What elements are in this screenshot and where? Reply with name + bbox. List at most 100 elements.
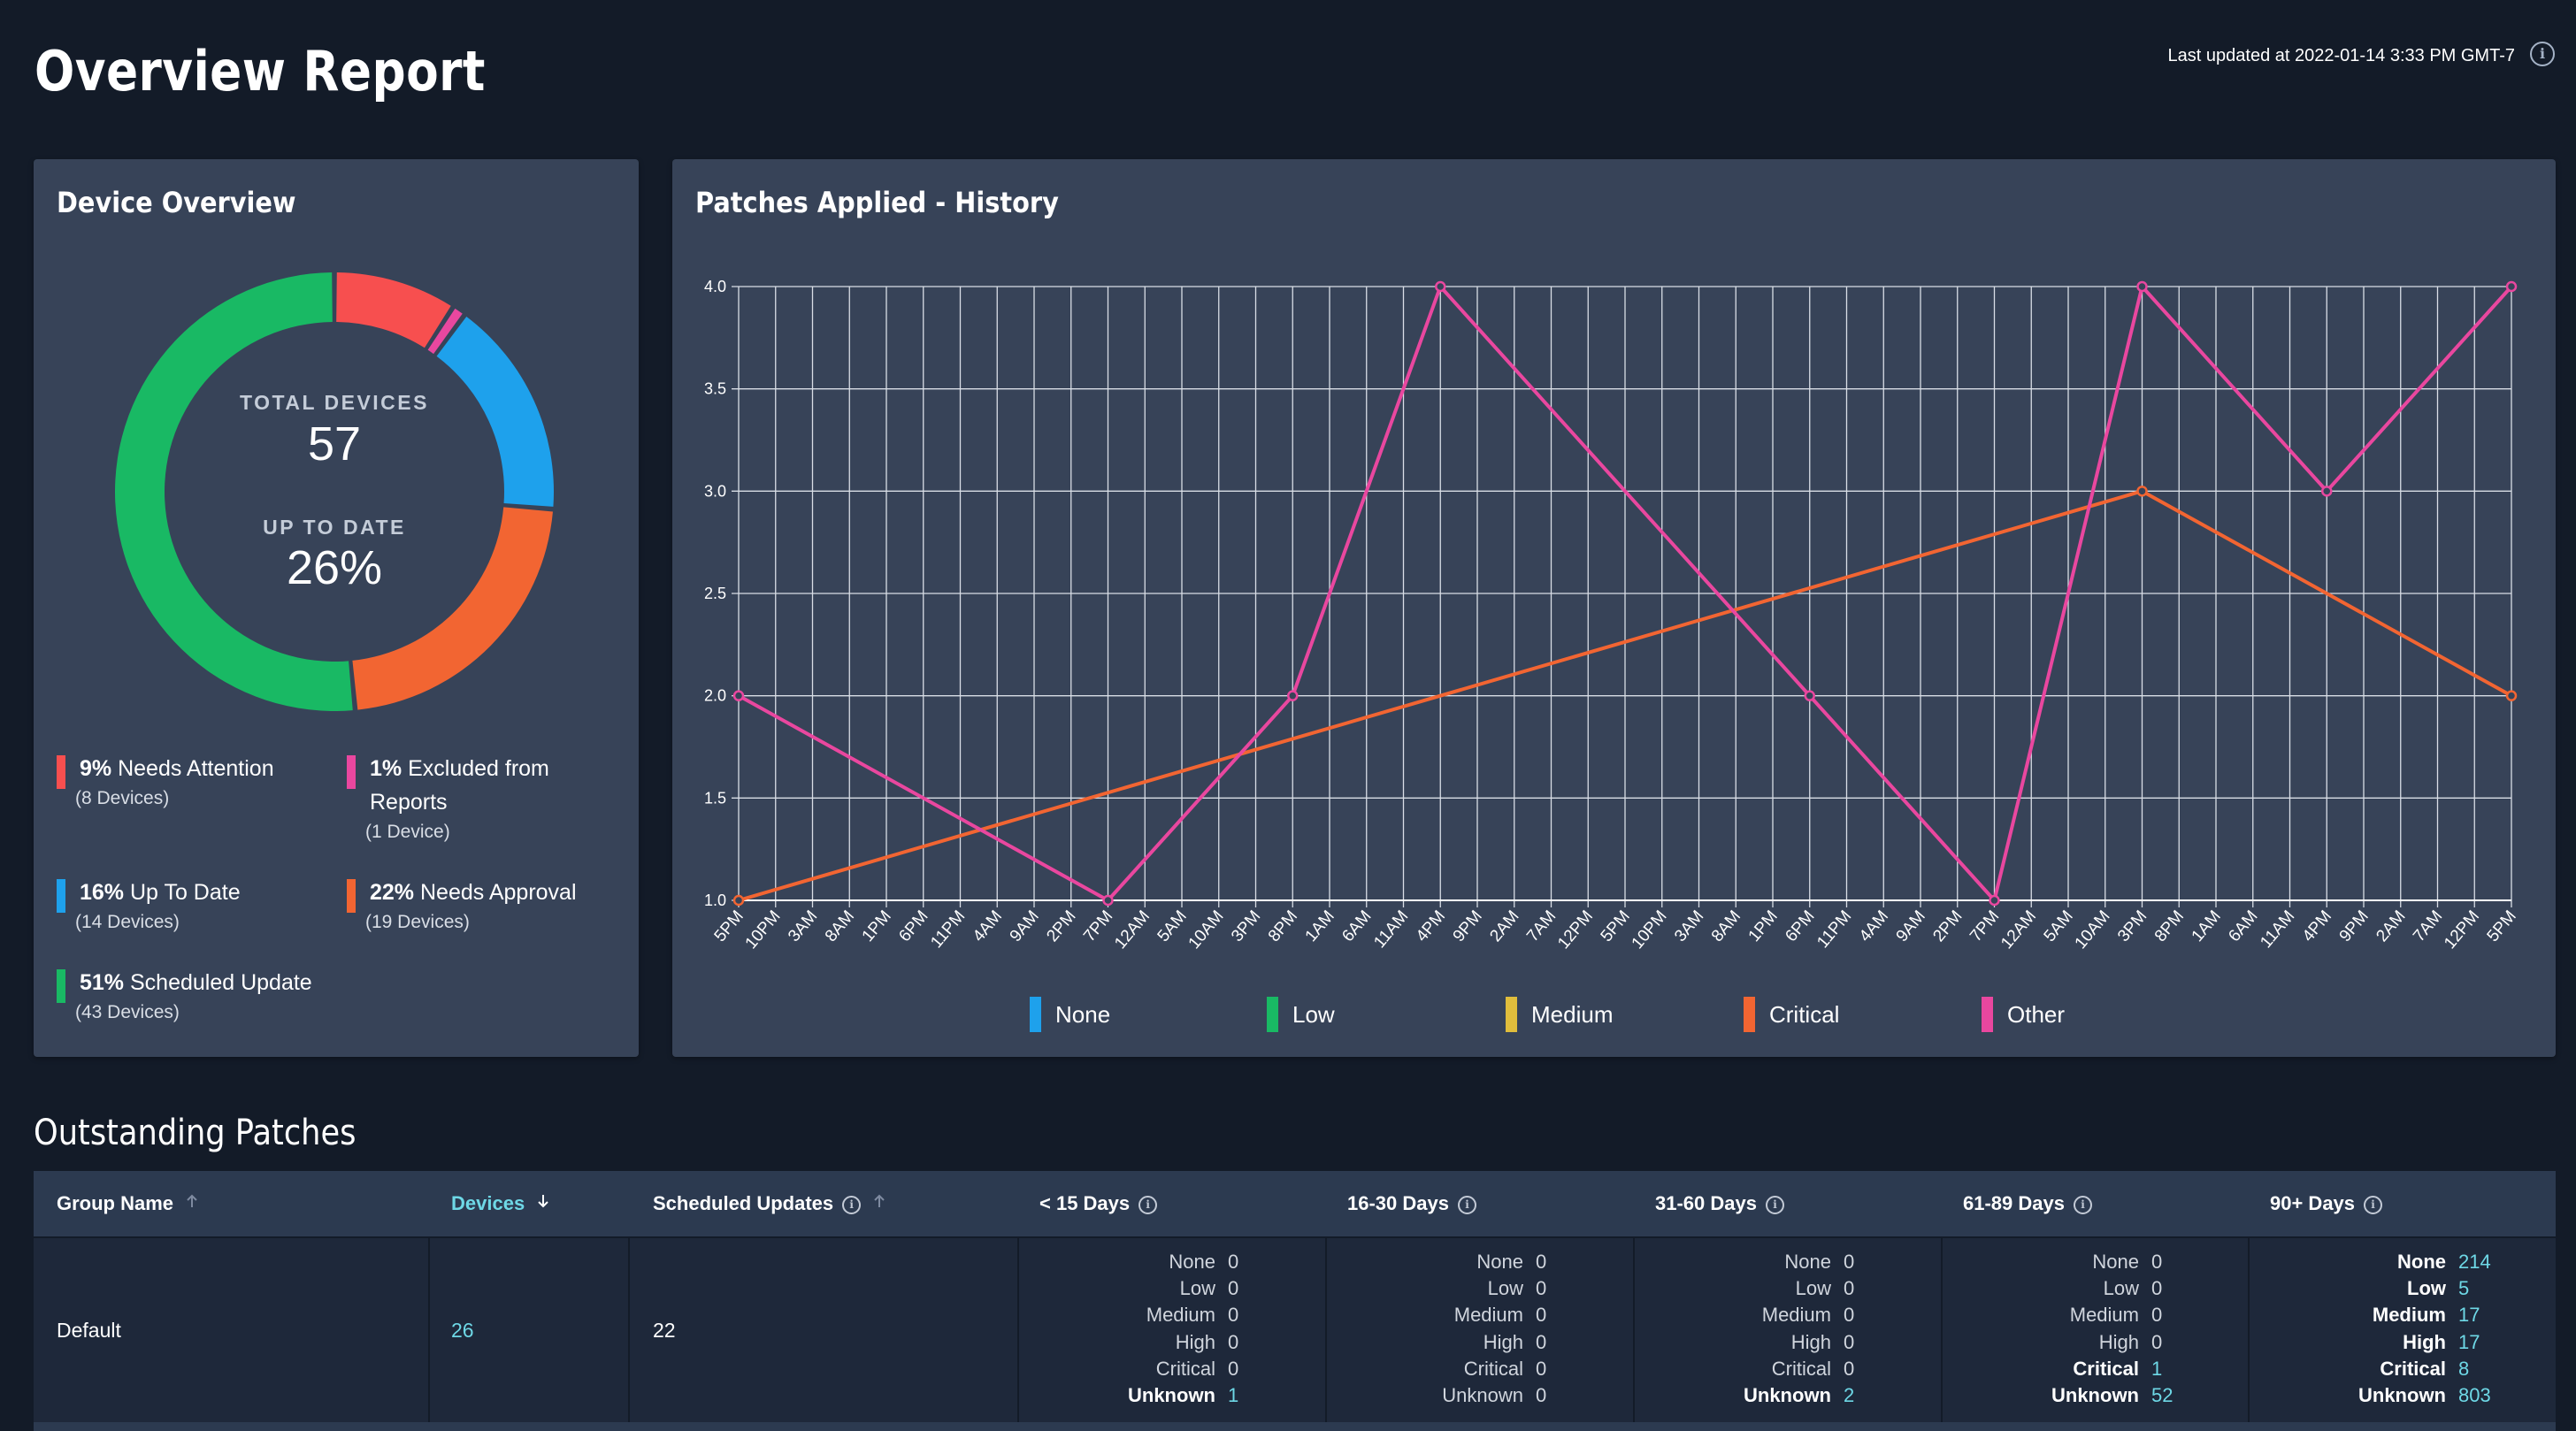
col-16-30-days[interactable]: 16-30 Days i — [1347, 1171, 1476, 1236]
low-legend-label: Low — [1292, 1001, 1335, 1028]
sort-down-icon[interactable] — [533, 1172, 553, 1237]
data-point-other[interactable] — [2136, 280, 2148, 293]
severity-row-high: High 17 — [2269, 1329, 2480, 1356]
severity-row-unknown: Unknown 2 — [1654, 1382, 1854, 1409]
col-group-name[interactable]: Group Name — [57, 1171, 202, 1236]
severity-count[interactable]: 2 — [1844, 1384, 1855, 1406]
y-tick-label: 3.5 — [704, 380, 726, 398]
severity-label: None — [2092, 1251, 2139, 1273]
severity-count: 0 — [1844, 1330, 1855, 1353]
table-header: Group Name Devices Scheduled Updates i < … — [34, 1171, 2556, 1238]
severity-label: Critical — [2073, 1357, 2139, 1380]
donut-slice-up-to-date[interactable] — [436, 316, 554, 507]
info-icon[interactable]: i — [842, 1195, 862, 1214]
info-icon[interactable]: i — [2364, 1195, 2383, 1214]
severity-row-medium: Medium 17 — [2269, 1302, 2480, 1328]
severity-row-low: Low 0 — [1039, 1275, 1239, 1302]
data-point-critical[interactable] — [2136, 486, 2148, 497]
severity-count: 0 — [2151, 1277, 2163, 1300]
severity-count[interactable]: 52 — [2151, 1384, 2174, 1406]
severity-count[interactable]: 803 — [2458, 1384, 2491, 1406]
data-point-other[interactable] — [1287, 690, 1299, 701]
severity-count: 0 — [1536, 1304, 1547, 1327]
sort-up-icon[interactable] — [182, 1172, 202, 1237]
col-61-89-days[interactable]: 61-89 Days i — [1963, 1171, 2092, 1236]
critical-swatch — [1744, 997, 1755, 1032]
x-tick-label: 10PM — [742, 907, 785, 953]
medium-swatch — [1506, 997, 1517, 1032]
info-icon[interactable]: i — [2530, 42, 2555, 66]
severity-count[interactable]: 17 — [2458, 1304, 2480, 1327]
severity-count: 0 — [1228, 1304, 1239, 1327]
none-swatch — [1030, 997, 1041, 1032]
severity-row-high: High 0 — [1962, 1329, 2163, 1356]
severity-count[interactable]: 8 — [2458, 1357, 2470, 1380]
severity-count[interactable]: 1 — [1228, 1384, 1239, 1406]
x-tick-label: 8PM — [1265, 907, 1301, 945]
data-point-other[interactable] — [1102, 894, 1114, 907]
severity-row-medium: Medium 0 — [1039, 1302, 1239, 1328]
info-icon[interactable]: i — [1765, 1195, 1784, 1214]
up-to-date-value: 26% — [286, 541, 383, 594]
info-icon[interactable]: i — [1457, 1195, 1476, 1214]
x-tick-label: 9AM — [1007, 907, 1043, 945]
severity-count[interactable]: 17 — [2458, 1330, 2480, 1353]
severity-label: Critical — [1771, 1357, 1831, 1380]
severity-count: 0 — [2151, 1304, 2163, 1327]
y-tick-label: 1.5 — [704, 789, 726, 807]
data-point-critical[interactable] — [732, 894, 745, 907]
severity-row-low: Low 0 — [1654, 1275, 1855, 1302]
data-point-other[interactable] — [1435, 280, 1446, 293]
severity-row-critical: Critical 0 — [1039, 1356, 1238, 1382]
severity-row-medium: Medium 0 — [1346, 1302, 1547, 1328]
devices-cell[interactable]: 26 — [451, 1319, 474, 1342]
x-tick-label: 11AM — [2257, 907, 2298, 952]
group-name-cell[interactable]: Default — [57, 1319, 121, 1342]
data-point-other[interactable] — [1804, 690, 1815, 701]
severity-label: Medium — [1146, 1304, 1215, 1327]
needs-attention-count: (8 Devices) — [75, 788, 170, 808]
severity-label: None — [2397, 1251, 2446, 1273]
donut-slice-needs-attention[interactable] — [336, 272, 451, 348]
data-point-other[interactable] — [1989, 894, 2000, 907]
col-90-plus-days[interactable]: 90+ Days i — [2270, 1171, 2383, 1236]
info-icon[interactable]: i — [1138, 1195, 1158, 1214]
data-point-other[interactable] — [2321, 486, 2333, 497]
up-to-date-count: (14 Devices) — [75, 912, 180, 932]
sort-up-icon[interactable] — [870, 1172, 889, 1237]
info-icon[interactable]: i — [2073, 1195, 2092, 1214]
severity-row-none: None 0 — [1962, 1249, 2162, 1275]
data-point-other[interactable] — [2505, 280, 2518, 293]
y-tick-label: 3.0 — [704, 482, 726, 500]
severity-count: 0 — [2151, 1330, 2163, 1353]
severity-label: Low — [1179, 1277, 1215, 1300]
severity-count: 0 — [1844, 1304, 1855, 1327]
data-point-other[interactable] — [732, 690, 745, 701]
col-31-60-days[interactable]: 31-60 Days i — [1655, 1171, 1784, 1236]
severity-label: Unknown — [1442, 1384, 1523, 1406]
x-tick-label: 3AM — [1671, 907, 1707, 945]
col-devices[interactable]: Devices — [451, 1171, 553, 1236]
device-overview-card: Device Overview TOTAL DEVICES 57 UP TO D… — [34, 159, 639, 1057]
page-title: Overview Report — [34, 39, 486, 103]
severity-count[interactable]: 214 — [2458, 1251, 2491, 1273]
excluded-count: (1 Device) — [365, 822, 450, 842]
severity-count[interactable]: 5 — [2458, 1277, 2470, 1300]
severity-label: Critical — [2380, 1357, 2446, 1380]
x-tick-label: 5PM — [2484, 907, 2520, 945]
x-tick-label: 11PM — [1813, 907, 1855, 952]
data-point-critical[interactable] — [2505, 690, 2518, 701]
col-under-15-days[interactable]: < 15 Days i — [1039, 1171, 1158, 1236]
donut-slice-needs-approval[interactable] — [352, 507, 553, 710]
donut-slice-excluded-from-reports[interactable] — [427, 308, 463, 355]
severity-row-none: None 214 — [2269, 1249, 2491, 1275]
severity-count[interactable]: 1 — [2151, 1357, 2163, 1380]
patches-history-card: Patches Applied - History 1.0 1.5 2.0 2.5 3.… — [672, 159, 2556, 1057]
donut-slice-scheduled-update[interactable] — [114, 272, 353, 712]
col-scheduled-updates[interactable]: Scheduled Updates i — [653, 1171, 889, 1236]
scheduled-updates-cell: 22 — [653, 1319, 676, 1342]
severity-row-critical: Critical 0 — [1654, 1356, 1854, 1382]
needs-attention-label: 9% Needs Attention — [80, 756, 274, 781]
severity-row-low: Low 0 — [1346, 1275, 1547, 1302]
